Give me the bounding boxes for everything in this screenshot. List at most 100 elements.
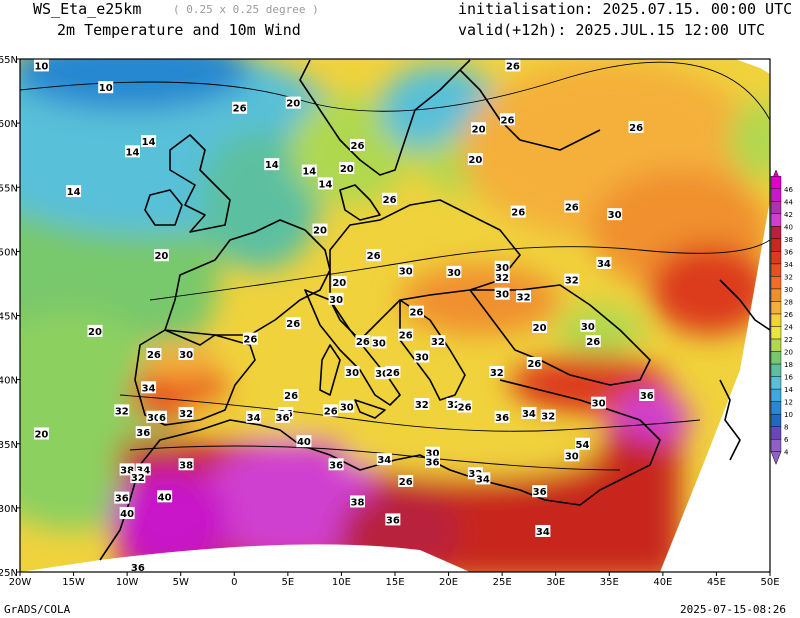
isotherm-label: 30 (414, 350, 430, 364)
isotherm-label: 26 (285, 317, 301, 330)
svg-text:34: 34 (597, 259, 611, 270)
isotherm-label: 54 (575, 437, 590, 451)
colorbar-cell (770, 213, 782, 227)
svg-text:20: 20 (472, 124, 486, 135)
colorbar-cell (770, 188, 782, 202)
isotherm-label: 30 (371, 336, 387, 349)
colorbar-cell (770, 226, 782, 240)
isotherm-label: 34 (246, 410, 262, 424)
svg-text:32: 32 (431, 337, 445, 348)
isotherm-label: 26 (232, 101, 248, 115)
svg-text:32: 32 (565, 276, 579, 287)
svg-text:14: 14 (142, 137, 156, 148)
lon-label: 20E (439, 577, 458, 588)
isotherm-label: 26 (408, 305, 424, 319)
colorbar-level: 6 (784, 436, 789, 444)
svg-text:26: 26 (284, 391, 298, 402)
isotherm-label: 36 (532, 485, 548, 498)
svg-text:32: 32 (415, 400, 429, 411)
isotherm-label: 38 (350, 495, 365, 508)
isotherm-label: 26 (585, 335, 601, 348)
isotherm-label: 26 (385, 365, 401, 379)
isotherm-label: 10 (98, 81, 114, 94)
svg-text:32: 32 (495, 273, 509, 284)
colorbar-level: 14 (784, 386, 793, 394)
colorbar-cell (770, 201, 782, 215)
isotherm-label: 26 (283, 389, 299, 402)
colorbar-level: 30 (784, 286, 793, 294)
isotherm-label: 30 (178, 347, 194, 361)
svg-text:32: 32 (517, 292, 531, 303)
colorbar-level: 46 (784, 186, 793, 194)
lon-label: 45E (707, 577, 726, 588)
svg-text:26: 26 (501, 115, 515, 126)
svg-text:10: 10 (34, 61, 48, 72)
colorbar-cell (770, 401, 782, 415)
svg-text:30: 30 (345, 368, 359, 379)
lon-label: 25E (493, 577, 512, 588)
colorbar-level: 22 (784, 336, 793, 344)
lat-label: 60N (0, 119, 18, 130)
isotherm-label: 34 (596, 256, 612, 270)
lon-label: 5W (173, 577, 189, 588)
lon-label: 20W (9, 577, 32, 588)
svg-text:30: 30 (495, 290, 509, 301)
svg-text:6: 6 (159, 413, 166, 424)
isotherm-label: 26 (242, 332, 258, 346)
isotherm-label: 30 (344, 365, 360, 379)
isotherm-label: 32 (494, 271, 510, 284)
svg-text:34: 34 (536, 527, 550, 538)
isotherm-label: 36 (135, 426, 151, 439)
lat-label: 25N (0, 568, 18, 579)
colorbar-cell (770, 376, 782, 390)
isotherm-label: 26 (366, 249, 382, 262)
isotherm-label: 36 (114, 491, 130, 505)
lat-label: 30N (0, 504, 18, 515)
lon-label: 15W (62, 577, 85, 588)
isotherm-label: 30 (564, 449, 580, 462)
svg-text:26: 26 (458, 403, 472, 414)
svg-text:34: 34 (142, 383, 156, 394)
valid-time: valid(+12h): 2025.JUL.15 12:00 UTC (458, 21, 766, 39)
lon-label: 35E (600, 577, 619, 588)
lat-label: 50N (0, 247, 18, 258)
isotherm-label: 26 (526, 356, 542, 370)
colorbar-cell (770, 313, 782, 327)
isotherm-label: 20 (339, 162, 355, 175)
svg-text:34: 34 (136, 465, 150, 476)
lon-label: 30E (546, 577, 565, 588)
isotherm-label: 14 (301, 164, 317, 178)
colorbar-level: 40 (784, 223, 793, 231)
latitude-axis: 65N 60N 55N 50N 45N 40N 35N 30N 25N (0, 55, 20, 579)
colorbar-cell (770, 301, 782, 315)
svg-text:38: 38 (120, 465, 134, 476)
svg-text:26: 26 (629, 123, 643, 134)
colorbar-level: 16 (784, 374, 793, 382)
isotherm-label: 36 (328, 458, 344, 471)
svg-text:20: 20 (468, 155, 482, 166)
svg-text:20: 20 (286, 99, 300, 110)
isotherm-label: 20 (471, 122, 487, 135)
svg-text:26: 26 (243, 335, 257, 346)
svg-text:32: 32 (115, 406, 129, 417)
svg-text:36: 36 (426, 458, 440, 469)
colorbar-level: 18 (784, 361, 793, 369)
colorbar-level: 28 (784, 298, 793, 306)
colorbar-level: 8 (784, 424, 788, 432)
isotherm-label: 32 (489, 365, 505, 379)
isotherm-label: 36 (130, 560, 146, 572)
svg-text:32: 32 (490, 368, 504, 379)
isotherm-label: 30 (146, 410, 162, 424)
isotherm-label: 32 (414, 397, 430, 411)
isotherm-label: 26 (500, 113, 515, 126)
svg-text:30: 30 (592, 399, 606, 410)
svg-text:36: 36 (136, 428, 150, 439)
svg-text:34: 34 (247, 413, 261, 424)
isotherm-label: 20 (285, 96, 301, 110)
svg-text:26: 26 (399, 331, 413, 342)
isotherm-label: 30 (494, 287, 510, 301)
colorbar-cell (770, 388, 782, 402)
colorbar-level: 38 (784, 236, 793, 244)
isotherm-label: 36 (494, 410, 510, 424)
